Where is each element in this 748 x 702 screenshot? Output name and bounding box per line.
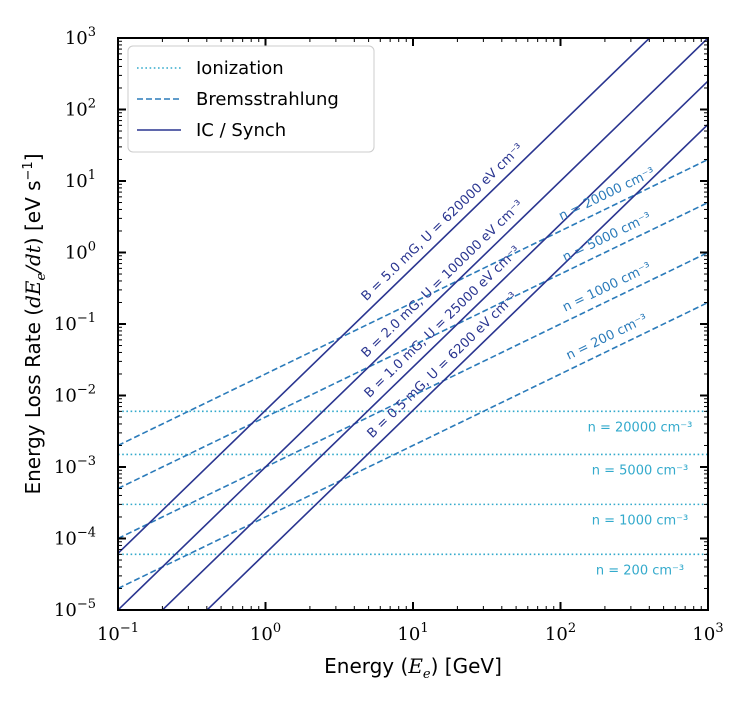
legend-ic-synch-label: IC / Synch (196, 120, 286, 141)
series-line-bremsstrahlung-n-1000-cm-3 (118, 251, 708, 540)
annotation-ionization-n-5000-cm-3: n = 5000 cm⁻³ (592, 463, 689, 478)
x-axis-label: Energy (Ee) [GeV] (324, 654, 502, 682)
y-tick-label: 10−4 (54, 526, 96, 550)
series-line-bremsstrahlung-n-5000-cm-3 (118, 201, 708, 490)
x-tick-label: 101 (397, 621, 428, 645)
y-tick-label: 10−5 (54, 597, 96, 621)
legend-bremsstrahlung-label: Bremsstrahlung (196, 89, 339, 110)
x-tick-label: 100 (250, 621, 281, 645)
y-tick-label: 102 (65, 97, 96, 121)
series-annotations: n = 20000 cm⁻³ n = 5000 cm⁻³ n = 1000 cm⁻³… (359, 141, 693, 578)
legend: Ionization Bremsstrahlung IC / Synch (127, 45, 375, 153)
series-line-ic-synch-b-2-0-mg-u-100000-ev-cm-3 (118, 38, 708, 610)
series-line-ic-synch-b-5-0-mg-u-620000-ev-cm-3 (118, 38, 651, 554)
series-line-bremsstrahlung-n-200-cm-3 (118, 301, 708, 590)
x-tick-label: 102 (545, 621, 576, 645)
series-layer (118, 38, 708, 610)
annotation-ionization-n-20000-cm-3: n = 20000 cm⁻³ (588, 420, 693, 435)
y-tick-label: 101 (65, 168, 96, 192)
annotation-ionization-n-200-cm-3: n = 200 cm⁻³ (596, 563, 684, 578)
annotation-ionization-n-1000-cm-3: n = 1000 cm⁻³ (592, 513, 689, 528)
y-axis-label: Energy Loss Rate (dEe/dt) [eV s−1] (21, 153, 49, 494)
x-tick-label: 10−1 (97, 621, 139, 645)
legend-ionization-label: Ionization (196, 58, 284, 79)
x-tick-label: 103 (692, 621, 723, 645)
y-tick-label: 10−2 (54, 383, 96, 407)
series-line-ic-synch-b-1-0-mg-u-25000-ev-cm-3 (161, 80, 708, 610)
legend-box (127, 45, 375, 153)
y-tick-label: 10−3 (54, 454, 96, 478)
axis-ticks: 10−1 100 101 102 103 10−5 10−4 10−3 10−2 10−1 100 1… (54, 25, 724, 645)
series-line-bremsstrahlung-n-20000-cm-3 (118, 158, 708, 447)
series-line-ic-synch-b-0-5-mg-u-6200-ev-cm-3 (205, 123, 708, 610)
y-tick-label: 103 (65, 25, 96, 49)
y-tick-label: 10−1 (54, 311, 96, 335)
y-tick-label: 100 (65, 240, 96, 264)
